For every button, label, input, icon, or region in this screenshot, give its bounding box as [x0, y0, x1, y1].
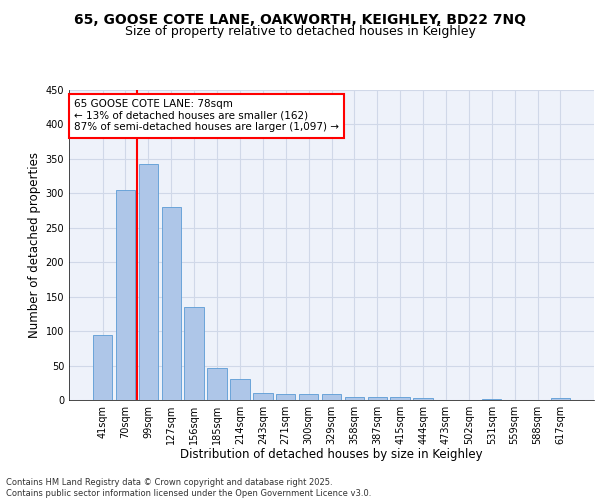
Bar — [230, 380, 250, 400]
Text: 65 GOOSE COTE LANE: 78sqm
← 13% of detached houses are smaller (162)
87% of semi: 65 GOOSE COTE LANE: 78sqm ← 13% of detac… — [74, 100, 339, 132]
Bar — [368, 397, 387, 400]
Bar — [276, 394, 295, 400]
Bar — [322, 394, 341, 400]
Bar — [391, 397, 410, 400]
Bar — [139, 164, 158, 400]
X-axis label: Distribution of detached houses by size in Keighley: Distribution of detached houses by size … — [180, 448, 483, 462]
Bar — [93, 335, 112, 400]
Bar — [253, 393, 272, 400]
Bar — [413, 398, 433, 400]
Text: Size of property relative to detached houses in Keighley: Size of property relative to detached ho… — [125, 25, 475, 38]
Bar — [208, 368, 227, 400]
Text: 65, GOOSE COTE LANE, OAKWORTH, KEIGHLEY, BD22 7NQ: 65, GOOSE COTE LANE, OAKWORTH, KEIGHLEY,… — [74, 12, 526, 26]
Bar — [551, 398, 570, 400]
Bar — [116, 190, 135, 400]
Text: Contains HM Land Registry data © Crown copyright and database right 2025.
Contai: Contains HM Land Registry data © Crown c… — [6, 478, 371, 498]
Y-axis label: Number of detached properties: Number of detached properties — [28, 152, 41, 338]
Bar — [344, 397, 364, 400]
Bar — [161, 207, 181, 400]
Bar — [299, 394, 319, 400]
Bar — [184, 307, 204, 400]
